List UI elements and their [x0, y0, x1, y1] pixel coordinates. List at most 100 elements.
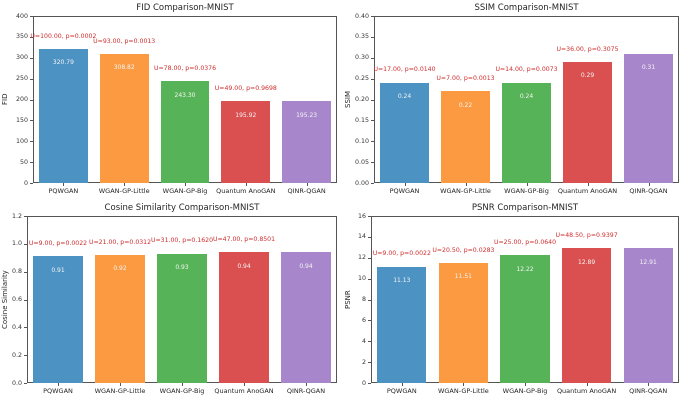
y-tick-label: 16 — [357, 212, 366, 220]
bar — [441, 91, 490, 183]
significance-annotation: U=47.00, p=0.8501 — [212, 235, 276, 243]
significance-annotation: U=49.00, p=0.9698 — [214, 84, 277, 92]
y-tick-label: 10 — [357, 275, 366, 283]
bar-value-label: 308.82 — [113, 64, 135, 72]
y-tick-mark — [24, 383, 27, 384]
y-tick-label: 200 — [15, 96, 28, 103]
x-tick-mark — [306, 383, 307, 386]
y-tick-mark — [371, 183, 374, 184]
y-tick-mark — [371, 57, 374, 59]
bar — [221, 101, 271, 183]
x-tick-label: Quantum AnoGAN — [556, 387, 617, 395]
y-tick-mark — [30, 141, 33, 143]
y-tick-label: 0.0 — [11, 379, 22, 387]
y-tick-label: 250 — [15, 75, 28, 83]
y-tick-mark — [30, 183, 33, 184]
y-tick-label: 2 — [361, 358, 366, 366]
bar-value-label: 12.22 — [516, 265, 534, 273]
y-tick-label: 100 — [15, 137, 28, 145]
y-tick-label: 300 — [15, 54, 28, 62]
bar — [438, 262, 489, 383]
y-tick-mark — [368, 341, 371, 343]
y-tick-mark — [30, 16, 33, 17]
x-tick-mark — [182, 383, 183, 386]
y-tick-mark — [371, 120, 374, 122]
x-tick-mark — [244, 383, 245, 386]
y-tick-label: 4 — [361, 337, 366, 345]
y-tick-label: 350 — [15, 33, 28, 41]
bar-value-label: 0.29 — [580, 72, 595, 80]
bar — [500, 255, 550, 383]
y-tick-mark — [24, 216, 27, 217]
y-tick-label: 14 — [357, 233, 366, 241]
y-tick-label: 6 — [361, 316, 366, 324]
bar — [563, 61, 612, 183]
y-tick-mark — [371, 99, 374, 101]
y-tick-label: 0.30 — [354, 54, 369, 62]
x-tick-mark — [525, 383, 526, 386]
y-tick-mark — [24, 299, 27, 301]
y-tick-label: 0.20 — [354, 96, 369, 103]
x-tick-mark — [586, 383, 588, 386]
x-tick-label: QINR-QGAN — [629, 387, 668, 395]
significance-annotation: U=21.00, p=0.0312 — [88, 238, 152, 246]
y-tick-mark — [371, 78, 374, 80]
x-tick-mark — [120, 383, 121, 386]
bar — [157, 253, 207, 383]
bar-value-label: 243.30 — [174, 91, 196, 99]
chart-title: FID Comparison-MNIST — [136, 3, 234, 13]
significance-annotation: U=36.00, p=0.3075 — [556, 45, 619, 53]
y-tick-mark — [368, 362, 371, 364]
chart-title: SSIM Comparison-MNIST — [474, 3, 579, 13]
significance-annotation: U=48.50, p=0.9397 — [555, 232, 618, 240]
significance-annotation: U=93.00, p=0.0013 — [93, 37, 156, 45]
bar — [160, 81, 210, 183]
x-tick-label: WGAN-GP-Big — [162, 187, 208, 195]
y-tick-label: 0.40 — [354, 12, 369, 20]
bar-value-label: 11.13 — [393, 277, 411, 285]
x-tick-mark — [526, 183, 528, 186]
bar — [95, 254, 145, 383]
x-tick-label: WGAN-GP-Big — [502, 387, 548, 395]
x-tick-label: PQWGAN — [43, 387, 73, 395]
bar-value-label: 195.92 — [235, 111, 257, 119]
x-tick-label: Quantum AnoGAN — [216, 187, 276, 195]
y-tick-label: 400 — [15, 12, 28, 20]
y-tick-label: 0 — [361, 379, 366, 387]
bar — [623, 248, 673, 383]
y-tick-mark — [30, 57, 33, 59]
bar — [380, 82, 429, 183]
y-tick-mark — [368, 383, 371, 384]
x-tick-label: PQWGAN — [386, 387, 417, 395]
x-tick-label: WGAN-GP-Big — [504, 187, 549, 195]
y-tick-label: 1.0 — [11, 240, 22, 248]
significance-annotation: U=7.00, p=0.0013 — [436, 74, 495, 82]
significance-annotation: U=78.00, p=0.0376 — [153, 65, 217, 73]
x-tick-label: PQWGAN — [389, 187, 420, 195]
y-tick-label: 8 — [361, 296, 366, 303]
bar-value-label: 12.89 — [578, 258, 596, 266]
significance-annotation: U=20.50, p=0.0283 — [432, 246, 495, 254]
y-tick-label: 12 — [357, 254, 366, 262]
chart-fid: FID Comparison-MNIST FID 0 50 100 150 200 250 30… — [0, 0, 343, 200]
y-tick-mark — [30, 162, 33, 164]
significance-annotation: U=100.00, p=0.0002 — [30, 32, 97, 40]
y-tick-mark — [24, 327, 27, 329]
x-tick-label: WGAN-GP-Big — [159, 387, 205, 395]
y-tick-mark — [371, 141, 374, 143]
bar — [282, 101, 331, 183]
x-tick-mark — [124, 183, 126, 186]
y-tick-mark — [30, 36, 33, 38]
bar-value-label: 11.51 — [454, 273, 472, 281]
y-tick-label: 50 — [19, 158, 28, 166]
y-tick-label: 0.8 — [11, 268, 22, 276]
significance-annotation: U=9.00, p=0.0022 — [28, 240, 88, 247]
y-tick-mark — [371, 162, 374, 164]
x-tick-label: Quantum AnoGAN — [214, 387, 274, 395]
significance-annotation: U=31.00, p=0.1620 — [150, 237, 214, 245]
y-tick-mark — [371, 16, 374, 17]
x-tick-mark — [401, 383, 403, 386]
y-tick-mark — [24, 355, 27, 357]
x-tick-mark — [306, 183, 308, 186]
